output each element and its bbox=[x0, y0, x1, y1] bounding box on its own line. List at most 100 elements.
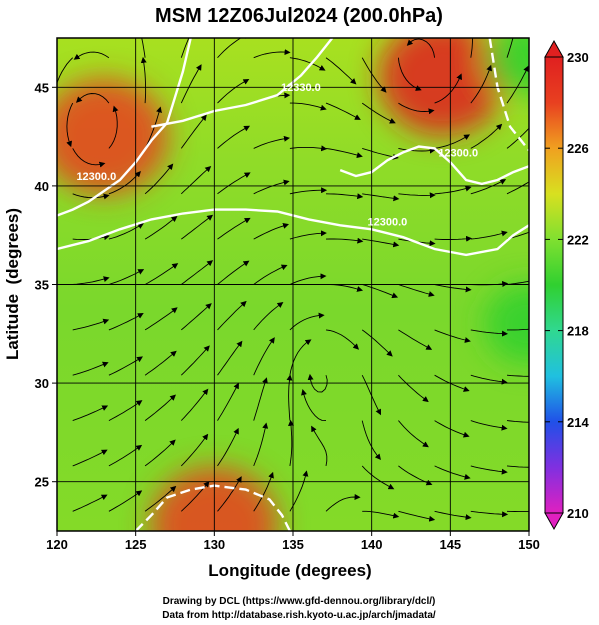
streamline bbox=[253, 422, 269, 467]
warm-anomaly bbox=[57, 78, 168, 195]
streamline bbox=[361, 420, 381, 461]
streamline bbox=[180, 64, 202, 104]
streamline bbox=[144, 263, 179, 285]
streamline bbox=[470, 374, 508, 385]
streamline bbox=[362, 193, 400, 202]
streamline bbox=[108, 171, 141, 195]
streamline bbox=[217, 476, 242, 512]
streamline bbox=[253, 179, 290, 195]
streamline bbox=[289, 312, 325, 331]
streamline bbox=[434, 420, 470, 438]
contour-line bbox=[151, 38, 334, 128]
streamline bbox=[72, 449, 108, 467]
contour-label: 12300.0 bbox=[438, 147, 478, 159]
y-tick-label: 40 bbox=[35, 179, 49, 194]
streamline bbox=[181, 260, 214, 285]
streamline bbox=[289, 145, 328, 152]
streamline bbox=[361, 465, 395, 490]
streamline bbox=[470, 465, 508, 475]
colorbar-min-arrow bbox=[544, 512, 564, 531]
streamline bbox=[217, 38, 250, 59]
streamline bbox=[253, 135, 290, 149]
streamline bbox=[217, 217, 251, 240]
colorbar-max-arrow bbox=[544, 39, 564, 58]
streamline bbox=[217, 172, 251, 195]
streamline bbox=[217, 79, 250, 104]
streamline bbox=[72, 318, 110, 331]
chart-title: MSM 12Z06Jul2024 (200.0hPa) bbox=[155, 5, 443, 27]
streamline bbox=[72, 361, 109, 376]
streamline bbox=[398, 192, 436, 199]
streamline bbox=[362, 284, 399, 299]
colorbar-scale bbox=[544, 56, 564, 514]
streamline bbox=[506, 280, 529, 285]
streamline bbox=[506, 65, 529, 104]
streamline bbox=[301, 389, 327, 422]
streamline bbox=[180, 114, 207, 149]
streamline bbox=[180, 165, 212, 195]
y-axis-label: Latitude (degrees) bbox=[3, 208, 22, 360]
streamline bbox=[289, 57, 326, 71]
streamline bbox=[506, 465, 529, 468]
x-tick-label: 120 bbox=[46, 537, 68, 552]
streamline bbox=[253, 302, 284, 331]
cool-anomaly bbox=[485, 283, 529, 364]
y-tick-label: 25 bbox=[35, 475, 49, 490]
streamline bbox=[361, 374, 382, 416]
streamline bbox=[506, 374, 529, 377]
contour-label: 12300.0 bbox=[368, 216, 408, 228]
streamline bbox=[253, 264, 288, 285]
streamline bbox=[253, 377, 268, 421]
streamline bbox=[144, 485, 177, 512]
streamline bbox=[362, 510, 400, 519]
credit-line-1: Drawing by DCL (https://www.gfd-dennou.o… bbox=[163, 596, 436, 607]
streamline bbox=[72, 494, 108, 512]
streamline bbox=[506, 127, 529, 149]
streamline bbox=[144, 163, 174, 195]
streamline bbox=[398, 284, 435, 297]
streamline bbox=[217, 260, 250, 285]
streamline bbox=[180, 345, 210, 376]
streamline bbox=[325, 102, 361, 120]
streamline bbox=[253, 337, 275, 376]
streamline bbox=[217, 300, 247, 331]
streamline bbox=[434, 235, 472, 242]
warm-anomaly bbox=[378, 38, 507, 136]
streamline bbox=[144, 439, 176, 467]
streamline bbox=[289, 339, 312, 376]
x-axis: 120 125 130 135 140 145 150 bbox=[46, 531, 540, 552]
streamline bbox=[470, 123, 503, 149]
streamline bbox=[434, 465, 471, 480]
streamline bbox=[434, 329, 471, 343]
colorbar-tick-label: 214 bbox=[567, 415, 589, 430]
streamline bbox=[72, 405, 109, 422]
contour-label: 12300.0 bbox=[76, 171, 116, 183]
streamline bbox=[398, 147, 436, 154]
streamline bbox=[75, 93, 110, 104]
streamline bbox=[108, 223, 144, 240]
plot-area bbox=[57, 38, 529, 531]
streamline bbox=[470, 179, 507, 195]
streamline bbox=[325, 329, 360, 350]
streamline bbox=[144, 350, 177, 376]
streamline bbox=[361, 102, 396, 124]
streamline bbox=[144, 106, 162, 149]
streamline bbox=[311, 425, 328, 466]
contour-line bbox=[57, 38, 192, 217]
streamline bbox=[288, 419, 295, 466]
streamline bbox=[253, 49, 291, 59]
streamline bbox=[289, 230, 327, 240]
y-tick-label: 45 bbox=[35, 80, 49, 95]
streamline bbox=[66, 102, 74, 148]
streamline bbox=[398, 374, 429, 403]
streamline bbox=[470, 38, 474, 58]
x-tick-label: 135 bbox=[282, 537, 304, 552]
streamline bbox=[398, 420, 429, 448]
streamline bbox=[217, 382, 239, 421]
y-tick-label: 35 bbox=[35, 278, 49, 293]
streamline bbox=[470, 510, 509, 518]
colorbar-tick-label: 230 bbox=[567, 50, 589, 65]
streamline bbox=[57, 57, 74, 97]
streamline bbox=[361, 329, 393, 357]
streamline bbox=[325, 147, 363, 159]
